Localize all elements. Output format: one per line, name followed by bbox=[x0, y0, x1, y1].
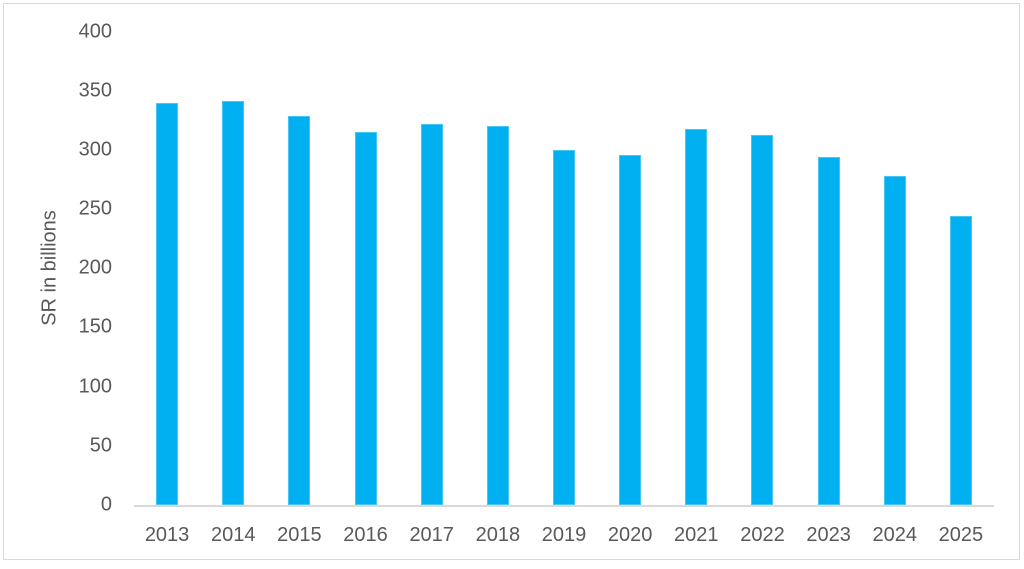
plot-area bbox=[134, 0, 994, 505]
y-axis-title: SR in billions bbox=[38, 210, 61, 326]
y-tick-label-400: 400 bbox=[78, 20, 112, 42]
y-tick-label-100: 100 bbox=[78, 375, 112, 398]
x-tick-label-2017: 2017 bbox=[409, 524, 454, 546]
x-tick-label-2025: 2025 bbox=[938, 524, 984, 546]
x-tick-label-2023: 2023 bbox=[806, 524, 851, 546]
bar-2017 bbox=[420, 123, 443, 505]
y-tick-label-300: 300 bbox=[78, 138, 112, 161]
x-tick-label-2016: 2016 bbox=[343, 524, 388, 546]
x-tick-label-2018: 2018 bbox=[475, 524, 521, 546]
bar-2024 bbox=[883, 175, 906, 505]
bar-2020 bbox=[619, 154, 642, 505]
y-tick-label-150: 150 bbox=[78, 315, 112, 338]
y-tick-label-350: 350 bbox=[78, 79, 112, 102]
x-tick-label-2015: 2015 bbox=[277, 524, 322, 546]
bar-2021 bbox=[685, 128, 708, 505]
x-axis-line bbox=[134, 505, 994, 507]
y-tick-label-200: 200 bbox=[78, 256, 112, 279]
x-tick-label-2020: 2020 bbox=[607, 524, 653, 546]
x-tick-label-2021: 2021 bbox=[674, 524, 719, 546]
bar-2014 bbox=[222, 101, 245, 505]
y-axis-tick-labels: 0 50 100 150 200 250 300 350 400 bbox=[60, 0, 112, 569]
bar-2019 bbox=[553, 149, 575, 505]
bar-2025 bbox=[949, 216, 972, 505]
bar-2015 bbox=[288, 115, 311, 505]
y-tick-label-0: 0 bbox=[100, 493, 112, 516]
x-tick-label-2019: 2019 bbox=[541, 524, 587, 546]
y-tick-label-250: 250 bbox=[78, 197, 112, 220]
bar-2016 bbox=[354, 132, 377, 505]
bar-2018 bbox=[486, 126, 509, 505]
x-tick-label-2013: 2013 bbox=[144, 524, 190, 546]
x-tick-label-2014: 2014 bbox=[210, 524, 256, 546]
x-tick-label-2024: 2024 bbox=[872, 524, 918, 546]
bar-2013 bbox=[156, 102, 179, 505]
bar-2022 bbox=[751, 134, 774, 505]
x-tick-label-2022: 2022 bbox=[740, 524, 785, 546]
bar-2023 bbox=[817, 156, 840, 505]
y-tick-label-50: 50 bbox=[89, 434, 112, 457]
